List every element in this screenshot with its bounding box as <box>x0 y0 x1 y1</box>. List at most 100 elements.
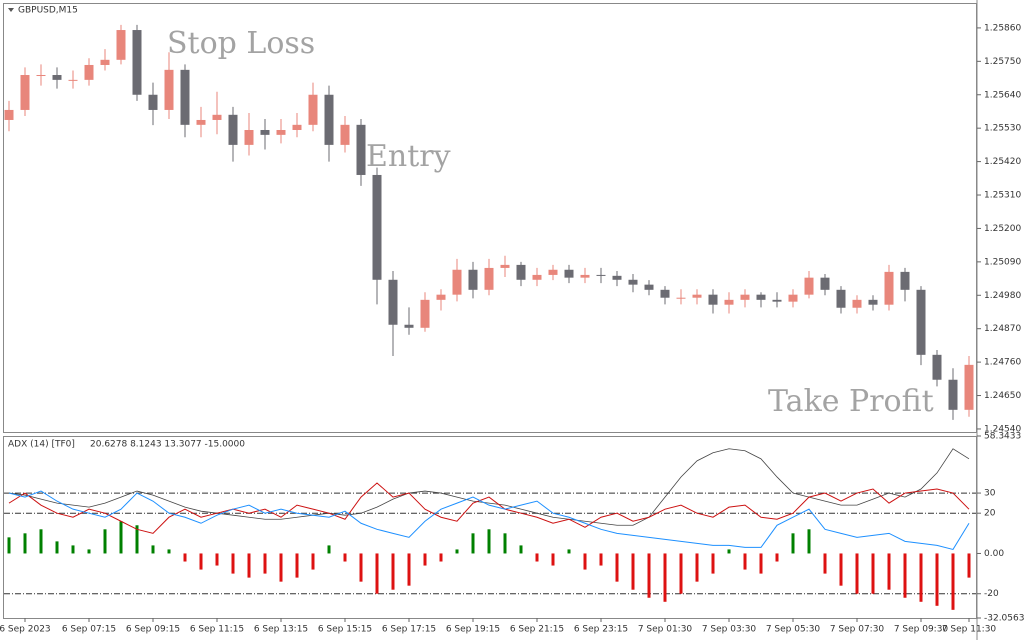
candle-body <box>116 30 126 60</box>
histogram-bar <box>871 553 875 594</box>
histogram-bar <box>663 553 667 602</box>
candle-body <box>724 299 734 305</box>
histogram-bar <box>487 529 491 554</box>
histogram-bar <box>855 553 859 594</box>
annotation: Entry <box>366 139 451 174</box>
candle-body <box>20 75 30 110</box>
candle-body <box>180 69 190 125</box>
histogram-bar <box>567 549 571 554</box>
candle-body <box>868 299 878 305</box>
histogram-bar <box>951 553 955 610</box>
y-tick-label: 1.24980 <box>984 291 1021 301</box>
candle-body <box>676 297 686 299</box>
x-tick-label: 6 Sep 21:15 <box>510 625 564 635</box>
histogram-bar <box>87 549 91 554</box>
x-tick-label: 6 Sep 13:15 <box>254 625 308 635</box>
menu-arrow[interactable] <box>8 8 14 12</box>
candle-body <box>132 30 142 95</box>
y-tick-label: 1.24760 <box>984 358 1021 368</box>
indicator-line <box>8 482 970 534</box>
y-tick-label: 1.25090 <box>984 257 1021 267</box>
candle-body <box>884 271 894 305</box>
histogram-bar <box>535 553 539 562</box>
histogram-bar <box>919 553 923 602</box>
candle-body <box>260 129 270 135</box>
histogram-bar <box>727 549 731 554</box>
histogram-bar <box>551 553 555 566</box>
histogram-bar <box>231 553 235 574</box>
histogram-bar <box>839 553 843 586</box>
y-tick-label: 1.25860 <box>984 23 1021 33</box>
histogram-bar <box>887 553 891 590</box>
x-tick-label: 6 Sep 17:15 <box>382 625 436 635</box>
x-tick-label: 7 Sep 09:30 <box>894 625 949 635</box>
histogram-bar <box>247 553 251 578</box>
x-tick-label: 7 Sep 01:30 <box>638 625 693 635</box>
candle-body <box>148 94 158 110</box>
histogram-bar <box>471 533 475 554</box>
histogram-bar <box>807 529 811 554</box>
candle-body <box>692 294 702 298</box>
y-tick-label: 30 <box>984 489 996 499</box>
candle-body <box>68 79 78 81</box>
histogram-bar <box>903 553 907 598</box>
histogram-bar <box>455 549 459 554</box>
histogram-bar <box>39 529 43 554</box>
histogram-bar <box>295 553 299 578</box>
indicator-line <box>8 490 970 551</box>
histogram-bar <box>391 553 395 590</box>
histogram-bar <box>631 553 635 590</box>
x-tick-label: 7 Sep 05:30 <box>766 625 821 635</box>
candle-body <box>964 364 974 410</box>
candle-body <box>308 94 318 125</box>
x-tick-label: 7 Sep 07:30 <box>830 625 885 635</box>
y-tick-label: 1.25200 <box>984 224 1021 234</box>
candle-body <box>420 299 430 328</box>
y-tick-label: 20 <box>984 509 996 519</box>
candle-body <box>580 274 590 278</box>
histogram-bar <box>375 553 379 594</box>
x-tick-label: 6 Sep 15:15 <box>318 625 372 635</box>
candle-body <box>52 75 62 80</box>
histogram-bar <box>119 521 123 554</box>
candle-body <box>228 114 238 145</box>
candle-body <box>660 289 670 298</box>
histogram-bar <box>407 553 411 586</box>
candle-body <box>788 294 798 302</box>
y-tick-label: 1.25310 <box>984 191 1021 201</box>
candle-body <box>404 324 414 328</box>
candle-body <box>900 271 910 290</box>
candle-body <box>932 354 942 380</box>
y-tick-label: 1.24540 <box>984 424 1021 434</box>
candle-body <box>836 289 846 308</box>
y-tick-label: 58.3433 <box>984 432 1021 442</box>
histogram-bar <box>327 545 331 554</box>
y-tick-label: 1.25420 <box>984 157 1021 167</box>
histogram-bar <box>7 537 11 554</box>
candle-body <box>292 124 302 130</box>
x-tick-label: 6 Sep 07:15 <box>62 625 116 635</box>
histogram-bar <box>823 553 827 574</box>
histogram-bar <box>151 545 155 554</box>
candle-body <box>948 379 958 410</box>
histogram-bar <box>215 553 219 566</box>
candle-body <box>564 269 574 278</box>
candle-body <box>244 129 254 145</box>
candle-body <box>772 299 782 302</box>
candle-body <box>276 129 286 135</box>
y-tick-label: -20 <box>984 589 999 599</box>
candle-body <box>436 294 446 300</box>
indicator-panel <box>3 436 977 619</box>
candle-body <box>516 264 526 280</box>
histogram-bar <box>343 553 347 562</box>
indicator-readout: 20.6278 8.1243 13.3077 -15.0000 <box>90 440 245 450</box>
y-tick-label: 0.00 <box>984 549 1004 559</box>
y-tick-label: 1.25640 <box>984 90 1021 100</box>
histogram-bar <box>311 553 315 570</box>
y-tick-label: 1.24650 <box>984 391 1021 401</box>
y-tick-label: 1.25750 <box>984 57 1021 67</box>
histogram-bar <box>759 553 763 574</box>
candle-body <box>196 119 206 125</box>
candle-body <box>356 124 366 175</box>
x-tick-label: 6 Sep 23:15 <box>574 625 628 635</box>
